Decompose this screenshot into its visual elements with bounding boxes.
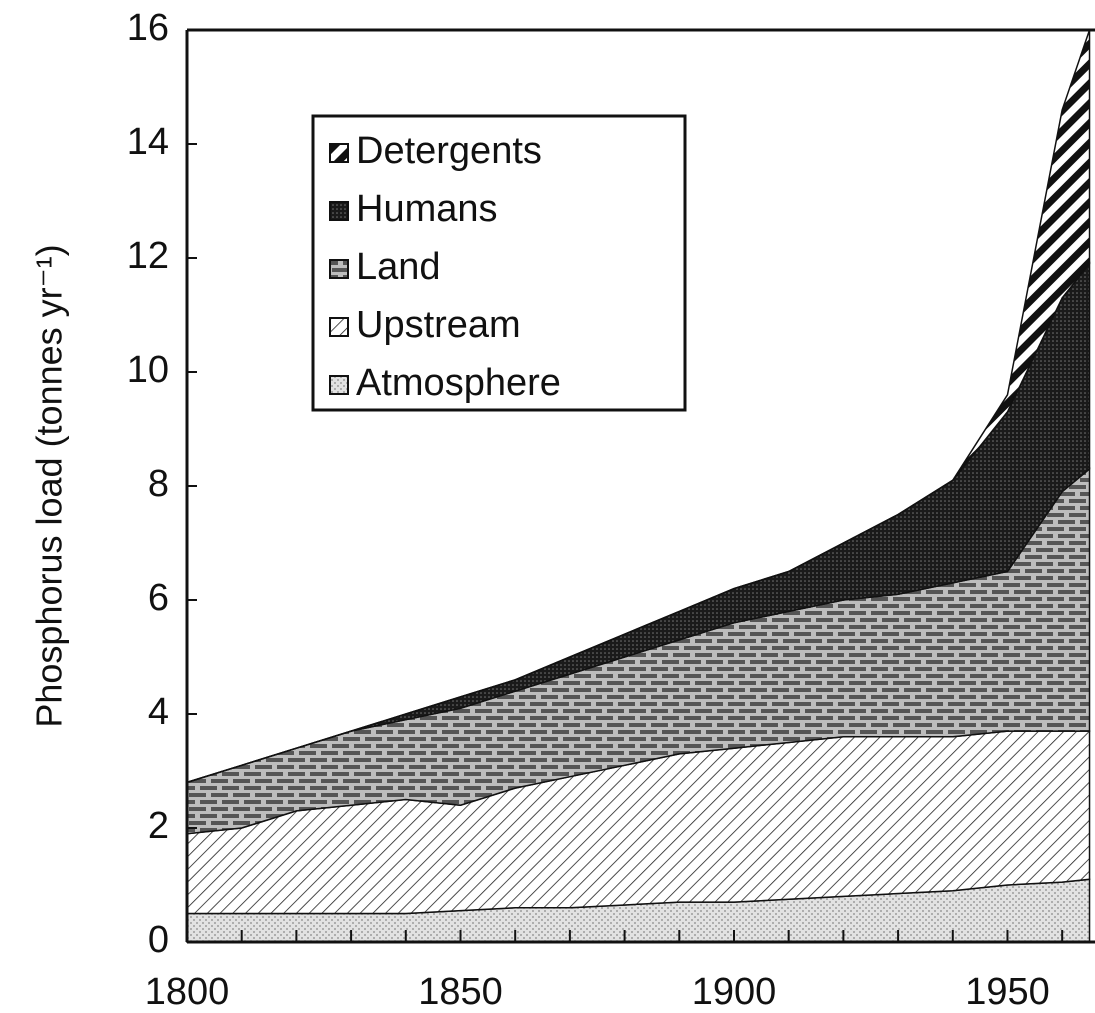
areas bbox=[186, 29, 1091, 943]
x-tick-label: 1900 bbox=[692, 971, 777, 1013]
legend-label: Land bbox=[356, 246, 441, 288]
x-tick-label: 1850 bbox=[418, 971, 503, 1013]
legend-label: Upstream bbox=[356, 304, 521, 346]
legend: Detergents Humans Land Upstream Atmosphere bbox=[311, 114, 687, 412]
legend-swatch bbox=[329, 259, 349, 279]
axes: 0 2 4 6 8 10 12 14 16 1800 1850 1900 1950 bbox=[127, 7, 1095, 1013]
legend-label: Atmosphere bbox=[356, 362, 561, 404]
y-tick-label: 4 bbox=[148, 691, 169, 733]
y-tick-label: 6 bbox=[148, 577, 169, 619]
legend-box bbox=[311, 114, 687, 412]
x-tick-label: 1950 bbox=[965, 971, 1050, 1013]
legend-swatch bbox=[329, 201, 349, 221]
legend-label: Detergents bbox=[356, 130, 542, 172]
legend-label: Humans bbox=[356, 188, 498, 230]
y-tick-label: 12 bbox=[127, 235, 169, 277]
legend-swatch bbox=[329, 375, 349, 395]
y-axis-label: Phosphorus load (tonnes yr⁻¹) bbox=[29, 244, 70, 727]
y-tick-label: 2 bbox=[148, 805, 169, 847]
y-tick-label: 8 bbox=[148, 463, 169, 505]
y-tick-label: 0 bbox=[148, 919, 169, 961]
legend-swatch bbox=[329, 143, 349, 163]
y-tick-label: 16 bbox=[127, 7, 169, 49]
y-tick-label: 10 bbox=[127, 349, 169, 391]
area bbox=[186, 29, 1091, 784]
y-tick-label: 14 bbox=[127, 121, 169, 163]
legend-swatch bbox=[329, 317, 349, 337]
x-tick-label: 1800 bbox=[145, 971, 230, 1013]
